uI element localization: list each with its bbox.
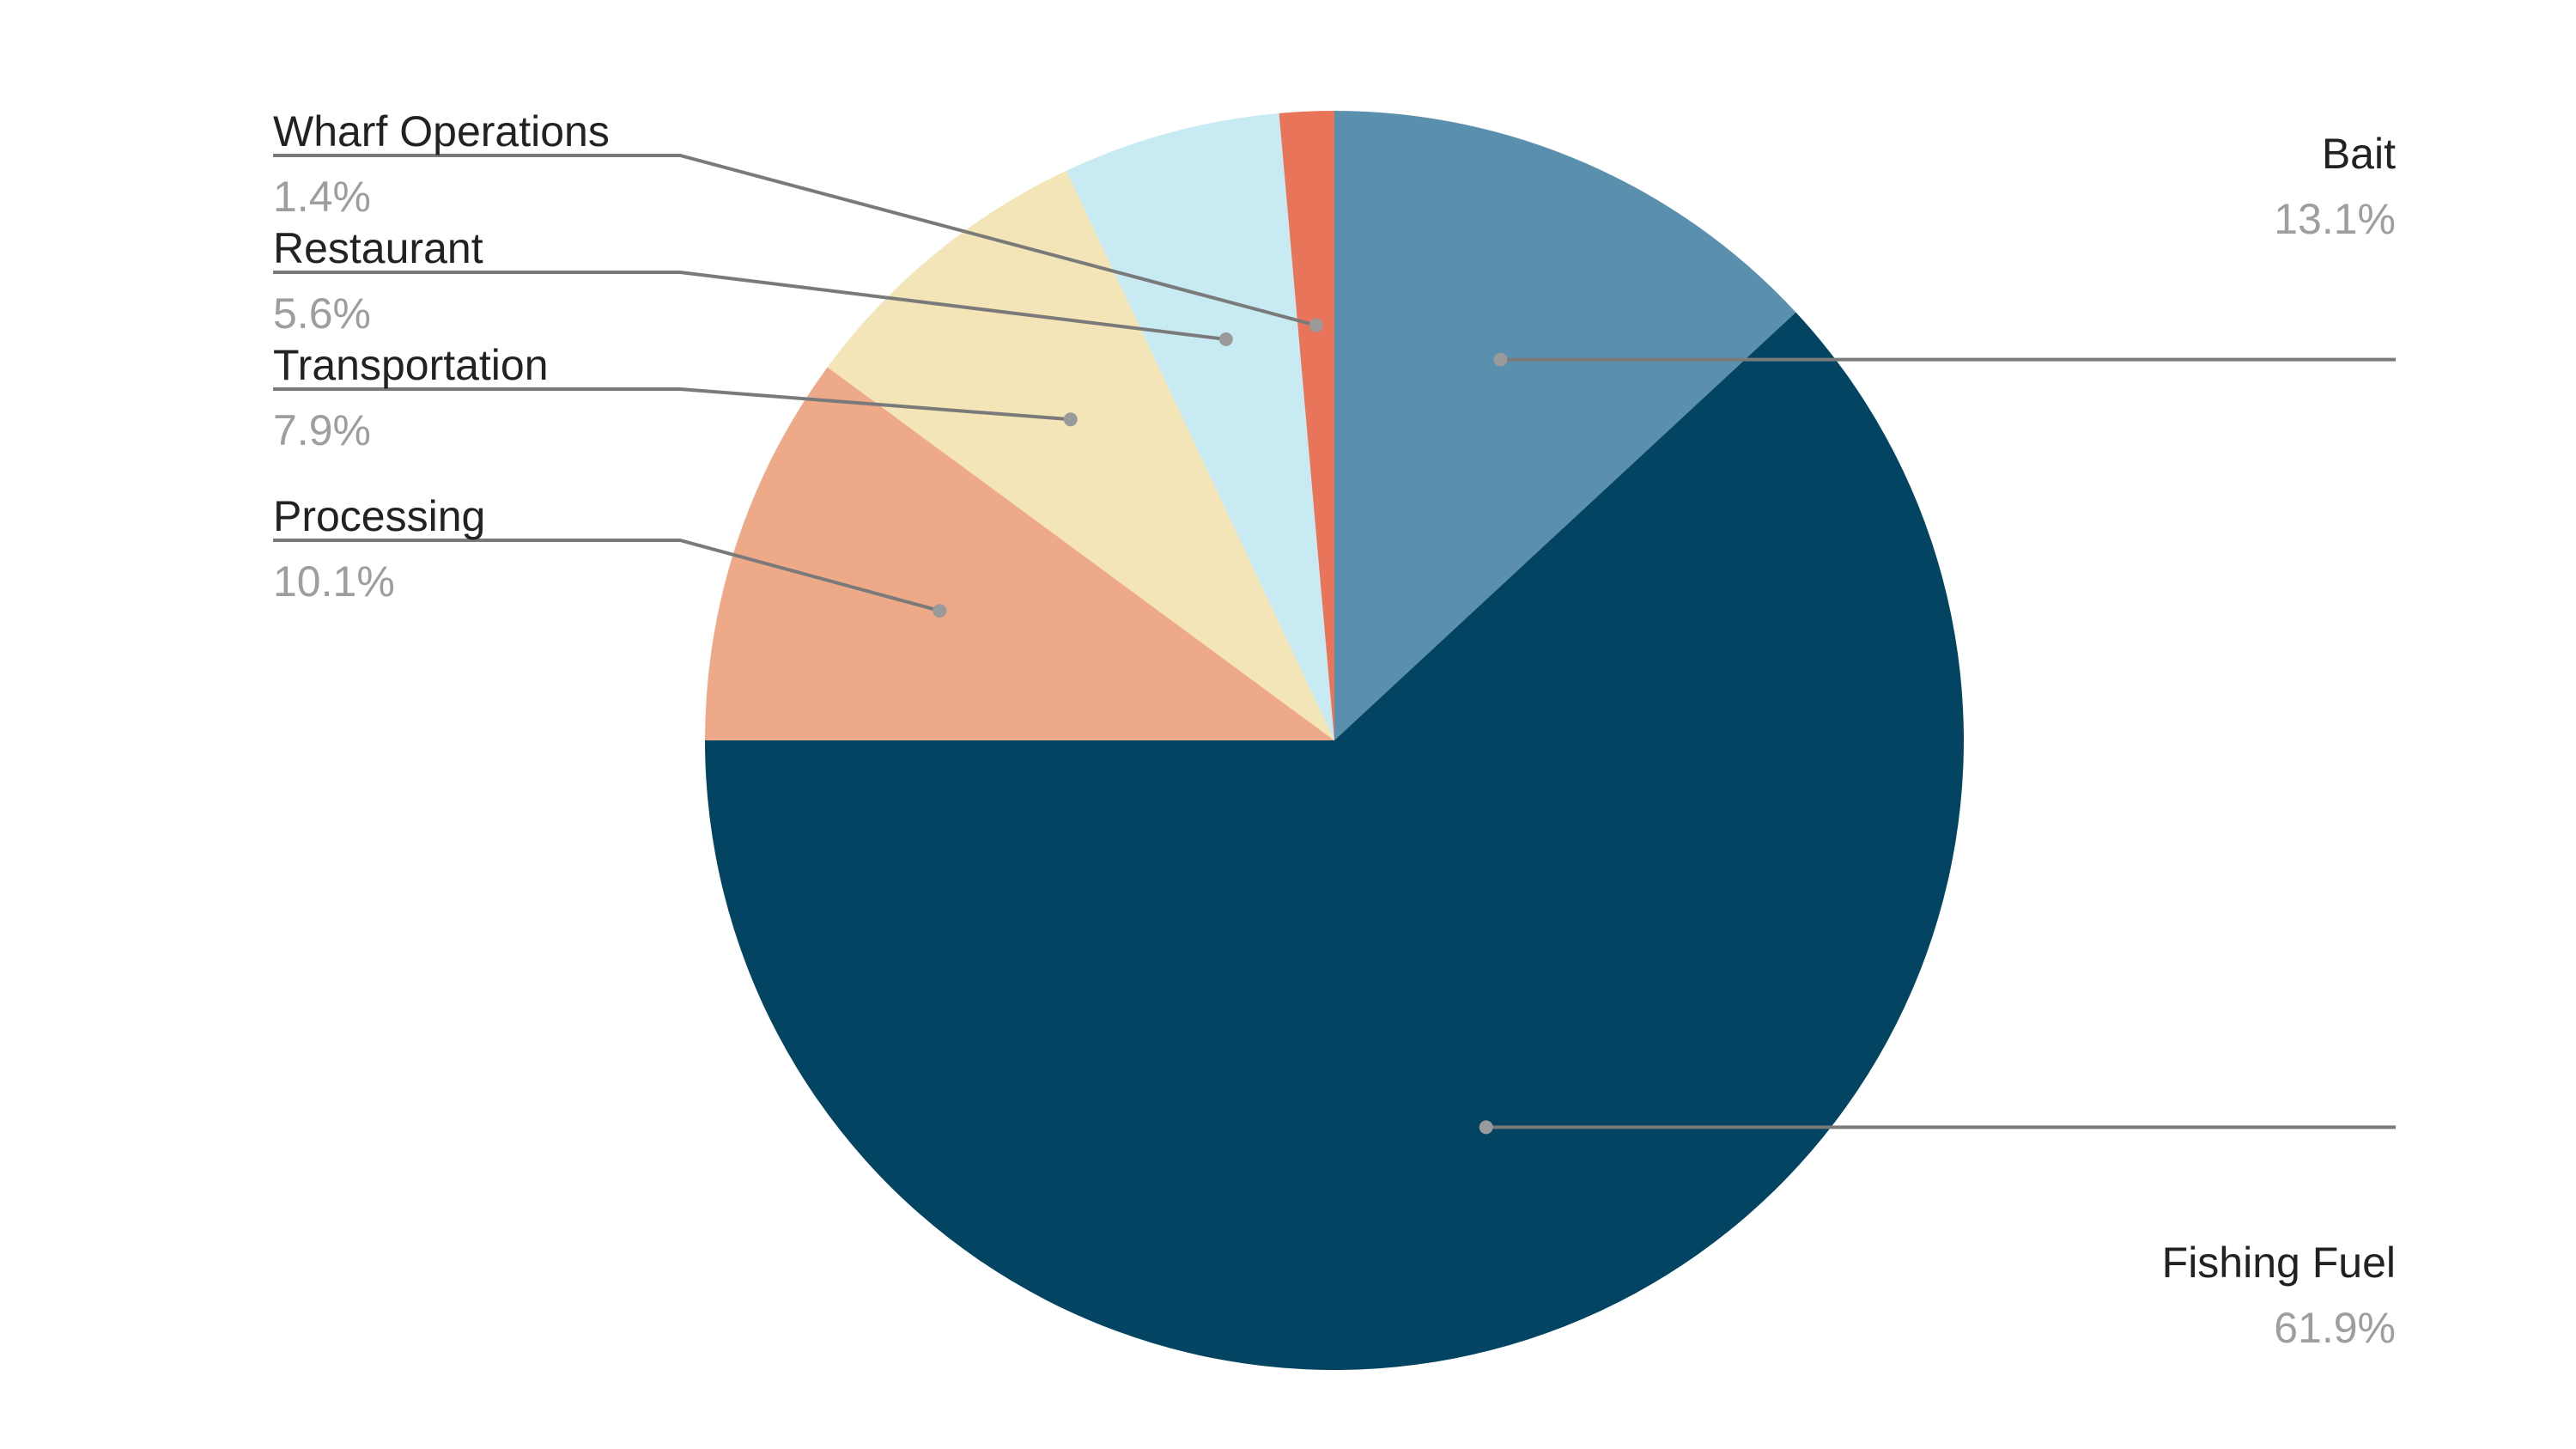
slice-value-transportation: 7.9% xyxy=(273,406,371,454)
slice-transportation xyxy=(827,170,1334,740)
slice-bait xyxy=(1334,111,1796,740)
slice-label-processing: Processing xyxy=(273,492,485,540)
slice-wharf-operations xyxy=(1279,111,1334,740)
slice-label-bait: Bait xyxy=(2322,130,2396,178)
label-group-wharf-operations: Wharf Operations 1.4% xyxy=(273,107,1323,332)
label-group-restaurant: Restaurant 5.6% xyxy=(273,224,1233,346)
leader-dot-processing xyxy=(933,604,947,618)
leader-line-transportation xyxy=(273,387,1071,422)
leader-dot-transportation xyxy=(1063,412,1078,427)
leader-line-processing xyxy=(273,539,940,613)
leader-dot-bait xyxy=(1493,352,1508,367)
slice-fishing-fuel xyxy=(704,312,1964,1370)
slice-restaurant xyxy=(1066,113,1334,740)
leader-dot-restaurant xyxy=(1218,332,1233,346)
leader-line-wharf-operations xyxy=(273,154,1317,327)
label-group-processing: Processing 10.1% xyxy=(273,492,947,618)
slice-label-fishing-fuel: Fishing Fuel xyxy=(2162,1239,2396,1287)
pie-slices xyxy=(704,111,1964,1370)
leader-dot-wharf-operations xyxy=(1309,318,1323,332)
slice-value-restaurant: 5.6% xyxy=(273,289,371,338)
slice-processing xyxy=(705,367,1334,740)
label-group-bait: Bait 13.1% xyxy=(1493,130,2396,367)
slice-label-restaurant: Restaurant xyxy=(273,224,483,272)
slice-label-transportation: Transportation xyxy=(273,341,549,389)
label-group-fishing-fuel: Fishing Fuel 61.9% xyxy=(1479,1120,2396,1352)
leader-line-restaurant xyxy=(273,271,1227,341)
slice-value-bait: 13.1% xyxy=(2274,195,2396,243)
label-group-transportation: Transportation 7.9% xyxy=(273,341,1078,454)
leader-dot-fishing-fuel xyxy=(1479,1120,1493,1135)
slice-value-processing: 10.1% xyxy=(273,557,395,606)
slice-value-wharf-operations: 1.4% xyxy=(273,173,371,221)
slice-label-wharf-operations: Wharf Operations xyxy=(273,107,610,155)
slice-value-fishing-fuel: 61.9% xyxy=(2274,1304,2396,1352)
slice-labels: Bait 13.1% Fishing Fuel 61.9% Processing 10.1… xyxy=(273,107,2396,1352)
